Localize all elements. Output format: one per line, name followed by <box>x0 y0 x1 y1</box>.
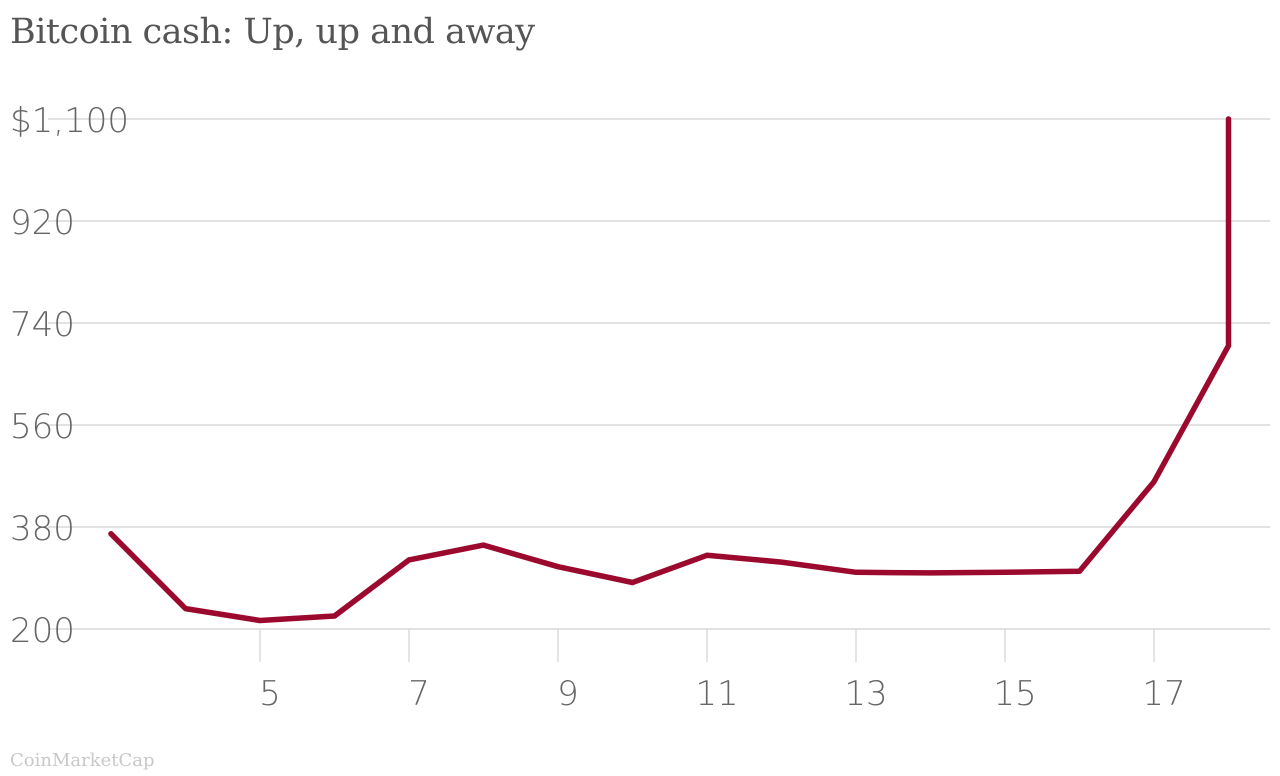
x-tick-label: 5 <box>259 674 281 714</box>
y-tick-label: 920 <box>10 203 75 243</box>
y-tick-label: 200 <box>10 611 75 651</box>
gridlines <box>48 118 1270 630</box>
y-axis-ticks: 200 380 560 740 920 $1,100 <box>10 101 129 651</box>
x-tick-label: 17 <box>1142 674 1185 714</box>
data-point <box>182 606 189 612</box>
x-tick-label: 13 <box>844 674 887 714</box>
y-tick-label: 380 <box>10 509 75 549</box>
chart-title: Bitcoin cash: Up, up and away <box>10 12 535 52</box>
x-tick-label: 15 <box>993 674 1036 714</box>
data-point <box>778 559 785 565</box>
series-line <box>108 116 1232 624</box>
data-point <box>331 613 338 619</box>
data-point <box>629 579 636 586</box>
data-point <box>1002 569 1008 575</box>
y-tick-label: 560 <box>10 407 75 447</box>
data-point <box>555 564 561 570</box>
data-point <box>853 569 859 575</box>
data-point <box>480 542 487 548</box>
series-lines <box>108 116 1232 624</box>
x-tick-label: 7 <box>408 674 430 714</box>
y-tick-label: 740 <box>10 305 75 345</box>
y-tick-label: $1,100 <box>10 101 129 141</box>
data-point <box>927 570 934 576</box>
x-tick-label: 9 <box>557 674 579 714</box>
data-point <box>1225 343 1232 349</box>
x-tick-label: 11 <box>695 674 738 714</box>
data-point <box>1076 568 1083 574</box>
data-point <box>257 617 263 624</box>
data-point <box>1225 116 1232 122</box>
x-axis-ticks: 5 7 9 11 13 15 17 <box>259 629 1186 714</box>
data-point <box>704 552 710 558</box>
data-point <box>406 557 412 563</box>
data-point <box>1151 479 1157 485</box>
data-point <box>108 531 114 537</box>
source-note: CoinMarketCap <box>10 750 155 771</box>
